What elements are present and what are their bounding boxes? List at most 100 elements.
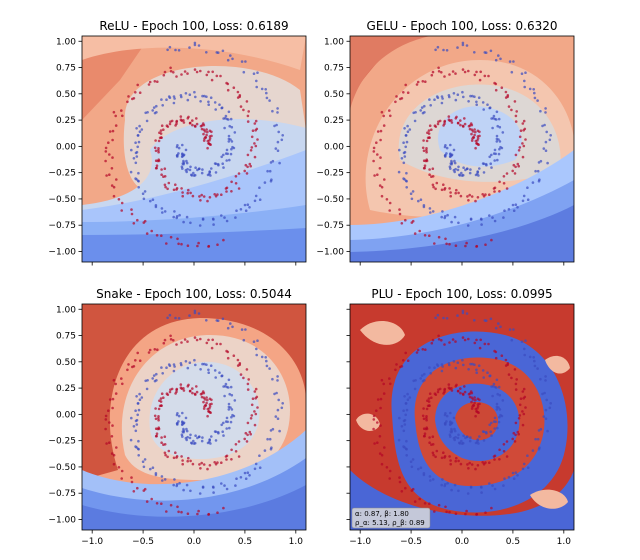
scatter-point: [268, 437, 272, 441]
scatter-point: [481, 101, 485, 104]
scatter-point: [135, 155, 139, 158]
scatter-point: [273, 392, 276, 396]
y-tick-label: 0.75: [324, 64, 344, 74]
scatter-point: [456, 436, 460, 440]
scatter-point: [163, 338, 167, 342]
scatter-point: [416, 80, 420, 84]
scatter-point: [132, 97, 136, 100]
scatter-point: [165, 510, 168, 513]
scatter-point: [147, 351, 151, 354]
scatter-point: [108, 441, 111, 445]
scatter-point: [135, 127, 138, 130]
scatter-point: [253, 199, 257, 203]
scatter-point: [467, 392, 471, 396]
scatter-point: [459, 462, 463, 466]
scatter-point: [443, 484, 447, 488]
scatter-point: [120, 377, 123, 380]
scatter-point: [406, 398, 410, 402]
scatter-point: [402, 445, 405, 448]
scatter-point: [137, 171, 140, 175]
scatter-point: [444, 237, 447, 241]
scatter-point: [185, 483, 189, 487]
scatter-point: [175, 455, 179, 458]
scatter-point: [167, 449, 171, 453]
scatter-point: [276, 107, 279, 110]
scatter-point: [499, 57, 502, 61]
scatter-point: [510, 108, 513, 112]
scatter-point: [191, 123, 194, 127]
scatter-point: [252, 340, 256, 344]
scatter-point: [281, 134, 285, 137]
scatter-point: [470, 463, 474, 466]
scatter-point: [405, 439, 408, 443]
scatter-point: [500, 86, 504, 89]
scatter-point: [204, 404, 208, 407]
scatter-point: [228, 124, 231, 128]
scatter-point: [474, 398, 477, 402]
scatter-point: [405, 454, 409, 457]
scatter-point: [498, 408, 502, 411]
scatter-point: [497, 385, 501, 389]
scatter-point: [215, 319, 219, 322]
scatter-point: [203, 94, 206, 98]
scatter-point: [208, 171, 211, 174]
scatter-point: [376, 153, 379, 156]
scatter-point: [207, 103, 210, 106]
scatter-point: [229, 152, 233, 156]
scatter-point: [544, 417, 548, 421]
scatter-point: [152, 374, 156, 377]
scatter-point: [402, 161, 406, 165]
scatter-point: [246, 382, 250, 386]
scatter-point: [137, 454, 140, 457]
scatter-point: [127, 95, 130, 98]
scatter-point: [453, 161, 457, 165]
scatter-point: [455, 188, 458, 192]
subplot-snake: Snake - Epoch 100, Loss: 0.5044 −1.0 −0.5…: [48, 287, 307, 547]
scatter-point: [110, 167, 114, 170]
y-axis: 1.000.750.500.250.00−0.25−0.50−0.75−1.00: [316, 37, 350, 257]
scatter-point: [205, 95, 208, 98]
scatter-point: [403, 155, 407, 158]
scatter-point: [246, 388, 250, 391]
scatter-point: [226, 58, 230, 62]
scatter-point: [449, 194, 453, 198]
scatter-point: [227, 405, 231, 409]
scatter-point: [502, 450, 506, 453]
scatter-point: [388, 109, 391, 112]
scatter-point: [484, 461, 487, 464]
scatter-point: [476, 405, 480, 408]
scatter-point: [276, 149, 280, 152]
scatter-point: [187, 188, 190, 192]
scatter-point: [400, 490, 404, 493]
scatter-point: [493, 427, 497, 430]
scatter-point: [423, 372, 426, 376]
scatter-point: [422, 149, 426, 153]
scatter-point: [160, 392, 164, 396]
scatter-point: [440, 369, 444, 373]
scatter-point: [431, 451, 435, 455]
scatter-point: [229, 420, 233, 424]
x-tick-label: −1.0: [349, 537, 371, 547]
scatter-point: [153, 414, 157, 418]
scatter-point: [234, 216, 237, 219]
scatter-point: [130, 476, 133, 479]
scatter-point: [276, 140, 280, 144]
scatter-point: [174, 316, 177, 320]
scatter-point: [465, 509, 468, 513]
scatter-point: [510, 338, 514, 342]
scatter-point: [467, 337, 470, 341]
scatter-point: [498, 190, 501, 193]
scatter-point: [468, 127, 472, 131]
scatter-point: [410, 465, 414, 469]
plot-area: [350, 304, 574, 530]
scatter-point: [110, 452, 114, 455]
scatter-point: [218, 103, 221, 106]
scatter-point: [476, 171, 480, 174]
scatter-point: [475, 245, 478, 248]
scatter-point: [104, 146, 108, 150]
scatter-point: [454, 72, 457, 75]
scatter-point: [404, 83, 408, 87]
scatter-points: [372, 41, 552, 248]
scatter-point: [453, 483, 457, 487]
scatter-point: [400, 365, 404, 368]
